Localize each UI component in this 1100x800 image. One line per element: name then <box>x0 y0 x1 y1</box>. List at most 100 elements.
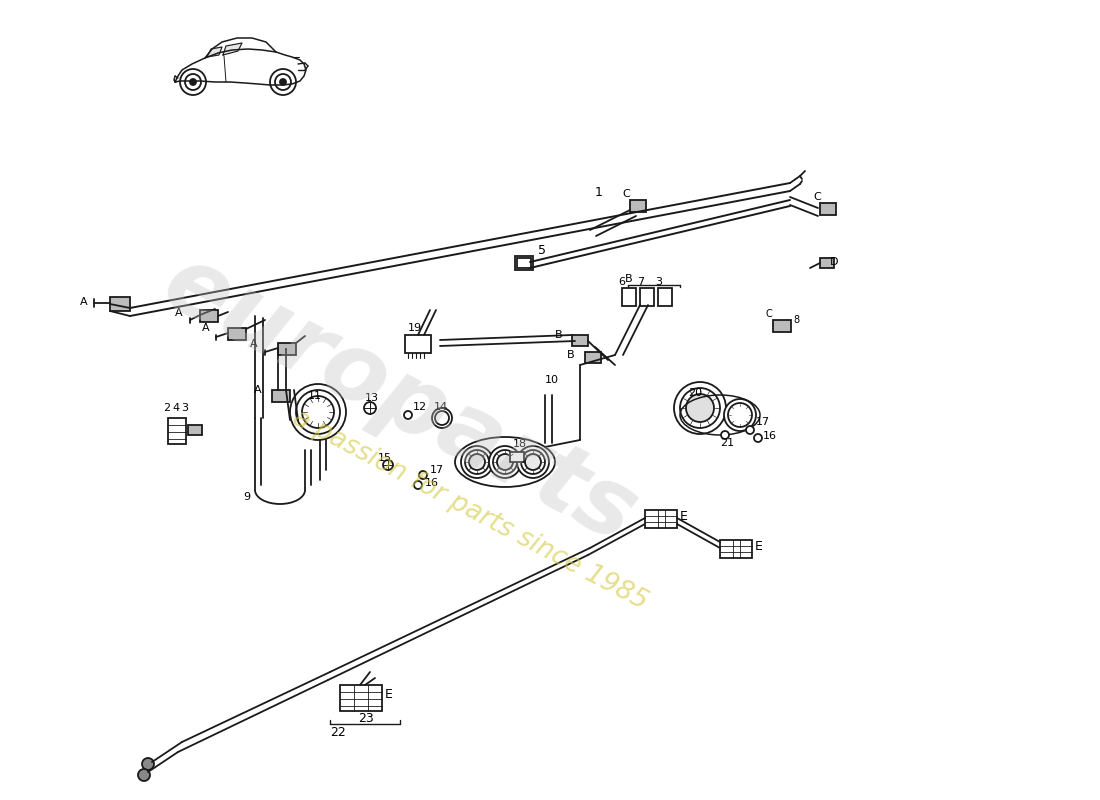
Text: 16: 16 <box>763 431 777 441</box>
Bar <box>640 288 654 306</box>
Text: 19: 19 <box>408 323 422 333</box>
Circle shape <box>364 402 376 414</box>
Text: C: C <box>813 192 821 202</box>
Polygon shape <box>223 43 242 55</box>
Text: A: A <box>175 308 183 318</box>
Bar <box>630 200 646 212</box>
Circle shape <box>138 769 150 781</box>
Circle shape <box>686 394 714 422</box>
Circle shape <box>414 481 422 489</box>
Text: B: B <box>625 274 632 284</box>
Text: 4: 4 <box>172 403 179 413</box>
Circle shape <box>465 450 490 474</box>
Bar <box>200 310 218 322</box>
Bar <box>110 297 130 311</box>
Circle shape <box>724 399 756 431</box>
Text: a passion for parts since 1985: a passion for parts since 1985 <box>288 405 652 615</box>
Text: 3: 3 <box>656 277 662 287</box>
Bar <box>515 256 534 270</box>
Circle shape <box>404 411 412 419</box>
Circle shape <box>142 758 154 770</box>
Circle shape <box>746 426 754 434</box>
Text: 8: 8 <box>793 315 799 325</box>
Circle shape <box>270 69 296 95</box>
Text: C: C <box>623 189 630 199</box>
Text: 21: 21 <box>720 438 734 448</box>
Text: 23: 23 <box>358 711 374 725</box>
Bar <box>585 352 601 363</box>
Circle shape <box>275 74 292 90</box>
Bar <box>820 203 836 215</box>
Text: 18: 18 <box>513 439 527 449</box>
Circle shape <box>521 450 544 474</box>
Text: A: A <box>80 297 88 307</box>
Text: 11: 11 <box>308 391 322 401</box>
Text: 9: 9 <box>243 492 250 502</box>
Bar <box>773 320 791 332</box>
Circle shape <box>728 403 752 427</box>
Text: 6: 6 <box>618 277 626 287</box>
Circle shape <box>497 454 513 470</box>
Text: 22: 22 <box>330 726 345 739</box>
Text: B: B <box>554 330 562 340</box>
Circle shape <box>383 460 393 470</box>
Bar <box>510 452 524 462</box>
Circle shape <box>302 396 334 428</box>
Bar <box>720 540 752 558</box>
Text: B: B <box>566 350 574 360</box>
Bar <box>278 343 296 355</box>
Circle shape <box>517 446 549 478</box>
Circle shape <box>461 446 493 478</box>
Bar <box>645 510 676 528</box>
Circle shape <box>290 384 346 440</box>
Text: 7: 7 <box>637 277 645 287</box>
Text: 17: 17 <box>430 465 444 475</box>
Text: 15: 15 <box>378 453 392 463</box>
Text: europarts: europarts <box>147 237 652 563</box>
Circle shape <box>720 431 729 439</box>
Bar <box>405 335 431 353</box>
Circle shape <box>434 411 449 425</box>
Text: 10: 10 <box>544 375 559 385</box>
Text: 14: 14 <box>434 402 448 412</box>
Bar <box>168 418 186 444</box>
Circle shape <box>419 471 427 479</box>
Text: A: A <box>202 323 210 333</box>
Circle shape <box>180 69 206 95</box>
Bar <box>340 685 382 711</box>
Text: E: E <box>755 539 763 553</box>
Bar <box>572 335 588 346</box>
Bar <box>188 425 202 435</box>
Bar <box>272 390 290 402</box>
Text: 5: 5 <box>538 243 546 257</box>
Circle shape <box>432 408 452 428</box>
Circle shape <box>490 446 521 478</box>
Bar <box>621 288 636 306</box>
Bar <box>228 328 246 340</box>
Circle shape <box>280 79 286 85</box>
Text: 3: 3 <box>182 403 188 413</box>
Circle shape <box>754 434 762 442</box>
Text: E: E <box>385 689 393 702</box>
Circle shape <box>525 454 541 470</box>
Polygon shape <box>207 47 222 57</box>
Text: 17: 17 <box>756 417 770 427</box>
Text: 16: 16 <box>425 478 439 488</box>
Circle shape <box>469 454 485 470</box>
Text: A: A <box>251 339 258 349</box>
Text: 20: 20 <box>688 388 702 398</box>
Circle shape <box>296 390 340 434</box>
Text: A: A <box>254 385 262 395</box>
Circle shape <box>680 388 720 428</box>
Circle shape <box>493 450 517 474</box>
Text: E: E <box>680 510 688 522</box>
Circle shape <box>185 74 201 90</box>
Bar <box>820 258 834 268</box>
Circle shape <box>190 79 196 85</box>
Text: 13: 13 <box>365 393 380 403</box>
Circle shape <box>674 382 726 434</box>
Text: D: D <box>830 257 838 267</box>
Bar <box>658 288 672 306</box>
Bar <box>517 258 531 268</box>
Text: C: C <box>766 309 772 319</box>
